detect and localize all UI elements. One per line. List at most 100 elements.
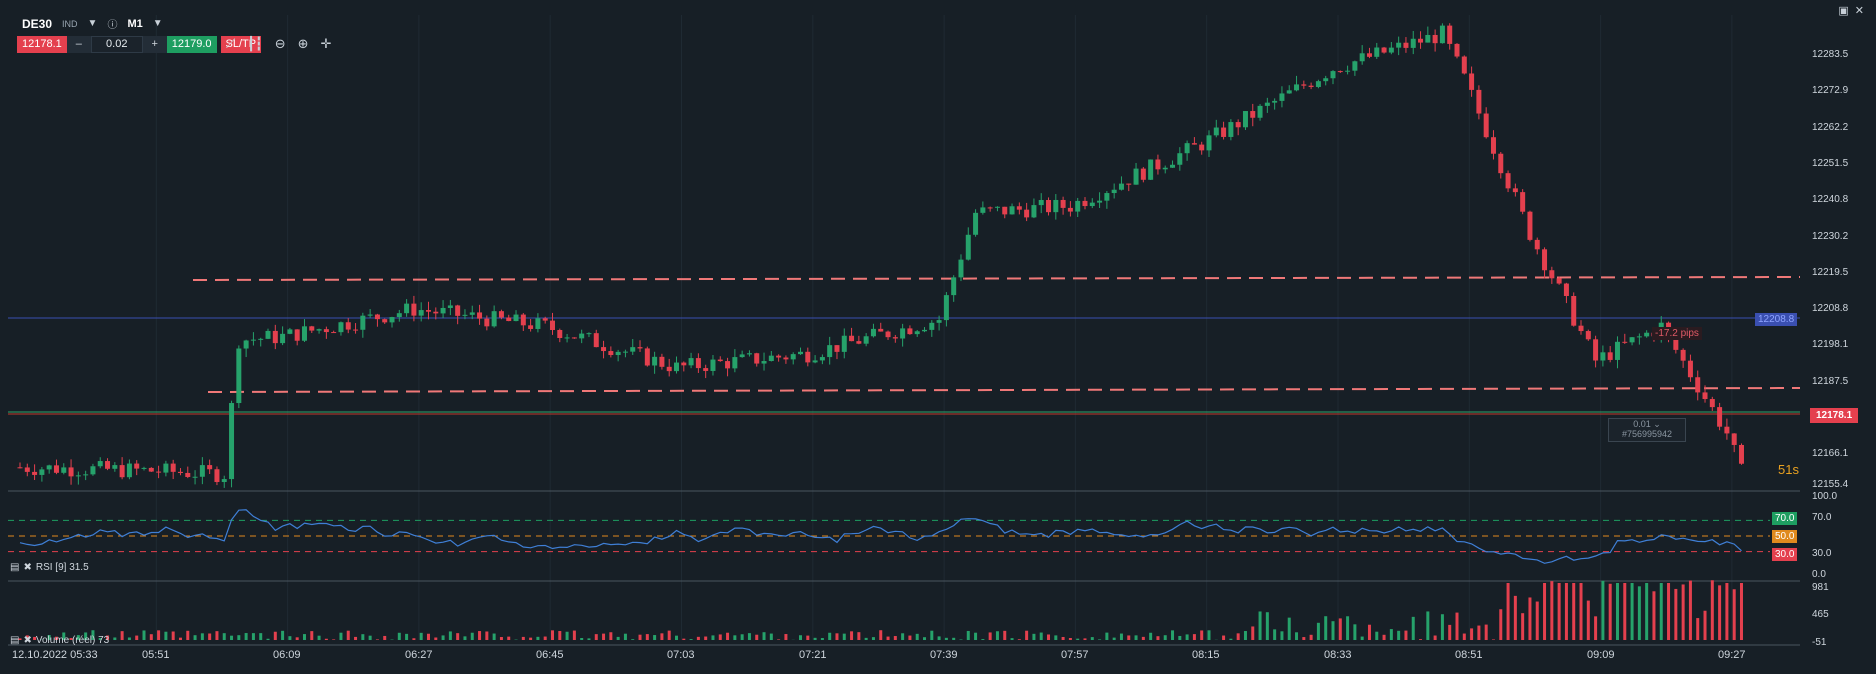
volume-bar (1331, 621, 1335, 640)
volume-bar (98, 637, 102, 640)
bull-candle (280, 333, 286, 344)
volume-bar (1725, 583, 1729, 640)
pane-close-icon[interactable]: ✖ (23, 562, 32, 573)
bull-candle (229, 403, 235, 480)
bear-candle (1016, 206, 1022, 210)
bear-candle (477, 312, 483, 319)
bull-candle (1644, 332, 1650, 337)
volume-bar (1419, 639, 1423, 640)
bull-candle (674, 362, 679, 372)
volume-bar (966, 630, 970, 640)
pane-close-icon[interactable]: ✖ (23, 635, 32, 646)
volume-bar (930, 630, 934, 640)
volume-bar (1273, 629, 1277, 640)
bear-candle (1308, 85, 1314, 87)
chart-toolbar: ⟋ ┃┇ ⊖ ⊕ ✛ (226, 36, 331, 52)
volume-bar (602, 633, 606, 640)
volume-bar (1426, 611, 1430, 640)
bull-candle (1396, 42, 1402, 48)
bull-candle (243, 340, 249, 349)
bear-candle (528, 325, 534, 329)
bear-candle (987, 207, 993, 209)
bear-candle (1717, 407, 1723, 427)
volume-bar (492, 633, 496, 640)
timeframe-selector[interactable]: M1 (127, 17, 143, 30)
bull-candle (1038, 200, 1044, 206)
maximize-icon[interactable]: ▣ (1838, 5, 1849, 17)
volume-bar (923, 637, 927, 640)
volume-bar (1535, 601, 1539, 640)
bull-candle (301, 326, 307, 341)
volume-bar (1521, 613, 1525, 640)
zoom-in-icon[interactable]: ⊕ (297, 36, 309, 51)
order-box[interactable]: 0.01 ⌄ #756995942 (1608, 418, 1686, 442)
pane-settings-icon[interactable]: ▤ (10, 562, 20, 573)
bull-candle (790, 354, 796, 360)
price-tick: 12187.5 (1812, 376, 1849, 387)
line-chart-icon[interactable]: ⟋ (226, 36, 236, 51)
volume-bar (696, 636, 700, 640)
pane-settings-icon[interactable]: ▤ (10, 635, 20, 646)
bear-candle (1673, 334, 1679, 350)
buy-button[interactable]: 12179.0 (166, 36, 217, 53)
volume-bar (1667, 583, 1671, 640)
lot-decrease-button[interactable]: – (66, 36, 91, 53)
zoom-out-icon[interactable]: ⊖ (274, 36, 286, 51)
volume-bar (1375, 631, 1379, 640)
volume-bar (164, 631, 168, 640)
time-tick: 09:27 (1718, 649, 1746, 661)
crosshair-icon[interactable]: ✛ (320, 36, 332, 51)
candles-icon[interactable]: ┃┇ (247, 36, 263, 51)
bear-candle (1556, 278, 1562, 284)
timeframe-dropdown-icon[interactable]: ▼ (152, 18, 163, 29)
volume-bar (106, 635, 110, 640)
volume-bar (1739, 583, 1743, 640)
bear-candle (331, 332, 337, 334)
symbol-name[interactable]: DE30 (22, 16, 53, 31)
bear-candle (1680, 349, 1686, 361)
volume-bar (755, 634, 759, 640)
volume-bar (1141, 636, 1145, 640)
volume-bar (157, 630, 161, 640)
rsi-pane (8, 509, 1770, 564)
bear-candle (1476, 89, 1482, 114)
bear-candle (1702, 392, 1708, 400)
volume-bar (1309, 634, 1313, 640)
bull-candle (265, 330, 271, 339)
chevron-down-icon[interactable]: ⌄ (1653, 419, 1661, 429)
bear-candle (703, 368, 709, 371)
bear-candle (1505, 173, 1511, 189)
volume-bar (1251, 626, 1255, 640)
bull-candle (841, 335, 847, 352)
resistance-line (192, 276, 1801, 281)
bull-candle (1359, 53, 1365, 62)
volume-bar (1404, 630, 1408, 640)
close-icon[interactable]: ✕ (1854, 5, 1864, 17)
bear-candle (659, 356, 665, 367)
volume-bar (142, 630, 146, 640)
volume-bar (1710, 580, 1714, 640)
volume-bar (740, 634, 744, 640)
bear-candle (542, 318, 548, 321)
volume-bar (536, 636, 540, 640)
volume-bar (974, 632, 978, 640)
volume-bar (1579, 583, 1583, 640)
volume-bar (1243, 631, 1247, 640)
volume-bar (1265, 612, 1269, 640)
volume-bar (1652, 591, 1656, 640)
bull-candle (1279, 93, 1285, 101)
sell-button[interactable]: 12178.1 (17, 36, 67, 53)
bull-candle (1206, 135, 1212, 151)
bear-candle (294, 329, 300, 341)
info-icon[interactable]: ⓘ (107, 20, 118, 31)
symbol-dropdown-icon[interactable]: ▼ (87, 18, 98, 29)
bear-candle (17, 467, 23, 469)
lot-increase-button[interactable]: + (142, 36, 167, 53)
volume-bar (230, 635, 234, 640)
lot-size-input[interactable]: 0.02 (90, 36, 143, 53)
sltp-button[interactable]: SL/TP (220, 36, 262, 53)
bear-candle (1695, 377, 1701, 393)
volume-bar (1688, 580, 1692, 640)
volume-bar (1601, 580, 1605, 640)
